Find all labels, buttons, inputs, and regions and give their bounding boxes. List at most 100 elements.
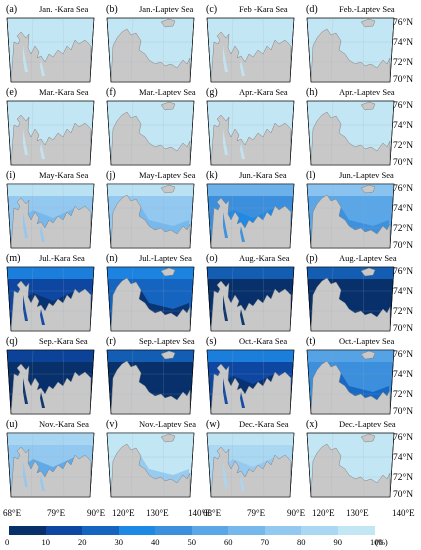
latitude-label: 76°N — [393, 184, 414, 194]
panel-title: Jul.-Laptev Sea — [139, 253, 192, 263]
map-panel-r: (r) Sep.-Laptev Sea — [103, 334, 198, 416]
gulf-yenisei — [40, 392, 45, 408]
panel-title: May-Laptev Sea — [139, 170, 196, 180]
gulf-yenisei — [240, 392, 245, 408]
land-mass — [110, 443, 191, 498]
land-mass — [110, 28, 191, 83]
ice-offshore-zone — [207, 350, 294, 362]
panel-map — [6, 349, 95, 415]
map-frame — [206, 100, 295, 166]
island — [160, 18, 176, 28]
longitude-label: 68°E — [3, 508, 22, 518]
graticule — [208, 17, 293, 83]
graticule — [208, 349, 293, 415]
panel-map — [6, 100, 95, 166]
latitude-label: 70°N — [393, 407, 414, 417]
graticule — [308, 17, 393, 83]
land-mass — [10, 197, 92, 249]
gulf-ob — [223, 46, 228, 72]
panel-title: Jul.-Kara Sea — [39, 253, 85, 263]
panel-label: (b) — [106, 4, 118, 15]
panel-map — [106, 349, 195, 415]
panel-map — [306, 100, 395, 166]
graticule — [8, 17, 93, 83]
panel-map — [206, 349, 295, 415]
panel-map — [306, 17, 395, 83]
island — [360, 433, 376, 443]
colorbar-tick-label: 20 — [78, 537, 87, 547]
gulf-ob — [23, 461, 28, 487]
map-panel-j: (j) May-Laptev Sea — [103, 168, 198, 250]
panel-label: (j) — [106, 170, 116, 181]
ice-offshore-zone — [307, 350, 394, 362]
colorbar-segment — [45, 526, 83, 535]
map-panel-e: (e) Mar.-Kara Sea — [3, 85, 98, 167]
map-panel-h: (h) Apr.-Laptev Sea — [303, 85, 398, 167]
panel-title: Jan.-Laptev Sea — [139, 4, 194, 14]
gulf-yenisei — [40, 226, 45, 242]
panel-map — [306, 349, 395, 415]
map-frame — [6, 183, 95, 249]
colorbar-tick-label: 0 — [5, 537, 10, 547]
gulf-yenisei — [40, 309, 45, 325]
panel-title: Mar.-Kara Sea — [39, 87, 89, 97]
map-panel-d: (d) Feb.-Laptev Sea — [303, 2, 398, 84]
map-frame — [206, 183, 295, 249]
panel-map — [206, 17, 295, 83]
land-mass — [210, 114, 292, 166]
ice-offshore-zone — [207, 184, 294, 196]
graticule — [8, 432, 93, 498]
land-mass — [10, 446, 92, 498]
land-mass — [110, 277, 191, 332]
panel-label: (s) — [206, 336, 217, 347]
longitude-label: 90°E — [87, 508, 106, 518]
longitude-label: 79°E — [247, 508, 266, 518]
ice-offshore-zone — [207, 267, 294, 279]
map-panel-x: (x) Dec.-Laptev Sea — [303, 417, 398, 499]
panel-label: (w) — [206, 419, 220, 430]
map-panel-v: (v) Nov.-Laptev Sea — [103, 417, 198, 499]
colorbar-tick-label: 90 — [333, 537, 343, 547]
land-mass — [210, 280, 292, 332]
island — [360, 18, 376, 28]
latitude-label: 74°N — [393, 370, 414, 380]
latitude-label: 72°N — [393, 141, 414, 151]
panel-label: (r) — [106, 336, 116, 347]
gulf-yenisei — [240, 475, 245, 491]
colorbar — [9, 526, 375, 535]
graticule — [208, 432, 293, 498]
latitude-label: 74°N — [393, 287, 414, 297]
panel-map — [6, 183, 95, 249]
gulf-ob — [223, 129, 228, 155]
gulf-yenisei — [40, 60, 45, 76]
gulf-yenisei — [240, 60, 245, 76]
panel-title: Nov.-Kara Sea — [39, 419, 89, 429]
land-mass — [110, 360, 191, 415]
ice-offshore-zone — [7, 184, 94, 196]
land-mass — [10, 31, 92, 83]
colorbar-segment — [228, 526, 265, 535]
panel-map — [6, 432, 95, 498]
panel-label: (e) — [6, 87, 18, 98]
panel-title: Oct.-Kara Sea — [239, 336, 288, 346]
graticule — [208, 100, 293, 166]
map-frame — [306, 432, 395, 498]
map-panel-n: (n) Jul.-Laptev Sea — [103, 251, 198, 333]
graticule — [308, 183, 393, 249]
graticule — [8, 100, 93, 166]
colorbar-tick-label: 70 — [260, 537, 270, 547]
land-mass — [210, 31, 292, 83]
colorbar-segment — [9, 526, 46, 535]
panel-title: Sep.-Kara Sea — [39, 336, 88, 346]
panel-label: (x) — [306, 419, 318, 430]
map-frame — [6, 432, 95, 498]
map-panel-s: (s) Oct.-Kara Sea — [203, 334, 298, 416]
map-frame — [106, 349, 195, 415]
island — [160, 101, 176, 111]
longitude-label: 140°E — [392, 508, 415, 518]
panel-title: Jun.-Kara Sea — [239, 170, 287, 180]
land-mass — [310, 277, 391, 332]
panel-map — [106, 17, 195, 83]
colorbar-tick-label: 100 — [370, 537, 383, 547]
